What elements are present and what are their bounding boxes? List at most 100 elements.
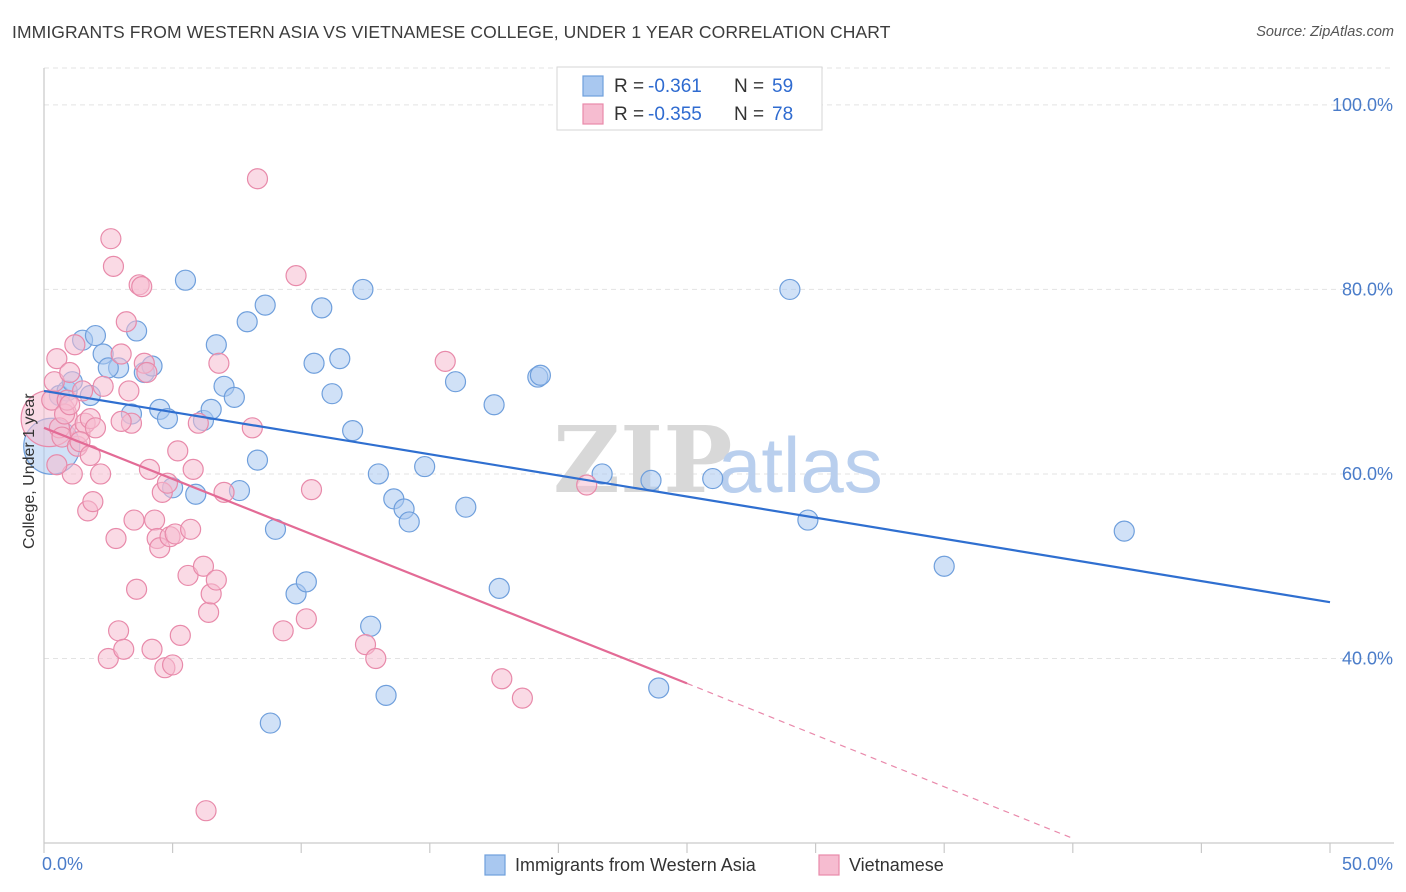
top-legend: R = -0.361 N = 59 R = -0.355 N = 78 (556, 66, 823, 131)
legend-r-value-0: -0.361 (648, 76, 702, 97)
point-series1-53 (192, 555, 215, 577)
bottom-legend-swatch-0 (484, 854, 506, 876)
point-series0-30 (295, 571, 317, 593)
point-series1-37 (141, 638, 163, 660)
point-series0-49 (529, 364, 551, 386)
point-series1-35 (136, 361, 158, 384)
point-series0-46 (483, 394, 505, 416)
data-points (20, 168, 1135, 822)
watermark: ZIP atlas (553, 406, 883, 514)
point-series0-50 (591, 463, 613, 485)
point-series1-64 (295, 608, 317, 630)
bottom-legend-label-1: Vietnamese (849, 855, 944, 875)
point-series1-9 (61, 463, 83, 485)
point-series0-38 (367, 463, 389, 485)
point-series1-51 (182, 458, 204, 480)
point-series1-54 (195, 800, 217, 822)
point-series1-17 (82, 491, 104, 513)
point-series0-25 (246, 449, 269, 471)
y-axis-label: College, Under 1 year (21, 393, 38, 549)
point-series0-44 (444, 371, 467, 393)
legend-swatch-1 (582, 103, 604, 125)
point-series1-21 (100, 228, 122, 250)
gridlines (44, 67, 1394, 659)
y-tick-label-3: 40.0% (1342, 648, 1393, 668)
point-series0-20 (205, 334, 227, 356)
bottom-legend: Immigrants from Western Asia Vietnamese (484, 854, 944, 876)
x-tick-labels: 0.0% 50.0% (42, 854, 1393, 874)
y-tick-label-2: 60.0% (1342, 464, 1393, 484)
point-series0-53 (702, 467, 724, 490)
point-series0-39 (375, 684, 397, 706)
point-series1-69 (491, 668, 513, 690)
point-series0-54 (779, 278, 801, 301)
point-series0-57 (1113, 520, 1135, 542)
point-series1-67 (365, 647, 387, 670)
point-series1-62 (272, 620, 294, 642)
point-series1-47 (167, 440, 189, 462)
point-series0-52 (648, 677, 670, 699)
point-series1-70 (511, 687, 533, 709)
point-series1-27 (115, 311, 137, 333)
point-series0-45 (455, 496, 477, 518)
point-series1-75 (59, 394, 81, 416)
point-series0-16 (174, 269, 197, 291)
point-series1-76 (46, 454, 68, 476)
point-series1-18 (89, 463, 112, 485)
point-series0-56 (933, 555, 955, 577)
source-credit: Source: ZipAtlas.com (1256, 24, 1394, 40)
y-tick-label-0: 100.0% (1332, 95, 1393, 115)
legend-r-value-1: -0.355 (648, 104, 702, 125)
point-series0-31 (303, 352, 325, 374)
point-series1-30 (123, 509, 145, 531)
point-series1-55 (198, 601, 220, 623)
point-series0-24 (236, 311, 258, 333)
x-tick-label-0: 0.0% (42, 854, 83, 874)
point-series1-23 (105, 527, 127, 550)
point-series1-63 (285, 264, 307, 287)
point-series1-65 (300, 479, 323, 501)
legend-n-label-0: N = (734, 76, 764, 97)
trend-lines (43, 389, 1331, 839)
point-series0-36 (352, 278, 374, 301)
trend-line-1 (43, 426, 688, 685)
point-series0-42 (398, 511, 420, 533)
point-series0-35 (342, 419, 364, 442)
point-series1-60 (241, 417, 263, 439)
point-series1-31 (125, 578, 148, 600)
point-series0-32 (311, 297, 333, 319)
point-series1-22 (102, 255, 125, 277)
point-series0-37 (360, 615, 382, 637)
legend-r-label-1: R = (614, 104, 644, 125)
point-series1-20 (97, 647, 119, 670)
point-series1-61 (246, 168, 269, 190)
legend-n-value-1: 78 (772, 104, 793, 125)
point-series1-8 (59, 361, 81, 384)
legend-n-value-0: 59 (772, 76, 793, 97)
y-tick-label-1: 80.0% (1342, 279, 1393, 299)
point-series1-49 (177, 564, 199, 587)
point-series1-24 (107, 620, 130, 642)
y-tick-labels: 100.0% 80.0% 60.0% 40.0% (1332, 95, 1393, 669)
point-series1-28 (118, 380, 140, 402)
point-series1-74 (110, 410, 132, 432)
x-tick-label-1: 50.0% (1342, 854, 1393, 874)
point-series0-43 (414, 455, 436, 478)
bottom-legend-swatch-1 (818, 854, 840, 876)
point-series0-47 (488, 577, 510, 599)
watermark-zip: ZIP (553, 406, 732, 514)
point-series1-25 (110, 343, 132, 365)
point-series1-33 (131, 276, 153, 298)
chart-title: IMMIGRANTS FROM WESTERN ASIA VS VIETNAME… (12, 22, 891, 42)
point-series1-19 (92, 375, 114, 397)
point-series1-50 (180, 518, 202, 540)
bottom-legend-label-0: Immigrants from Western Asia (515, 855, 757, 875)
point-series1-68 (434, 350, 456, 372)
point-series0-55 (797, 509, 819, 531)
point-series1-45 (162, 654, 184, 676)
point-series0-27 (259, 712, 281, 734)
legend-n-label-1: N = (734, 104, 764, 125)
trend-extension-1 (686, 682, 1074, 839)
point-series0-33 (321, 383, 343, 405)
